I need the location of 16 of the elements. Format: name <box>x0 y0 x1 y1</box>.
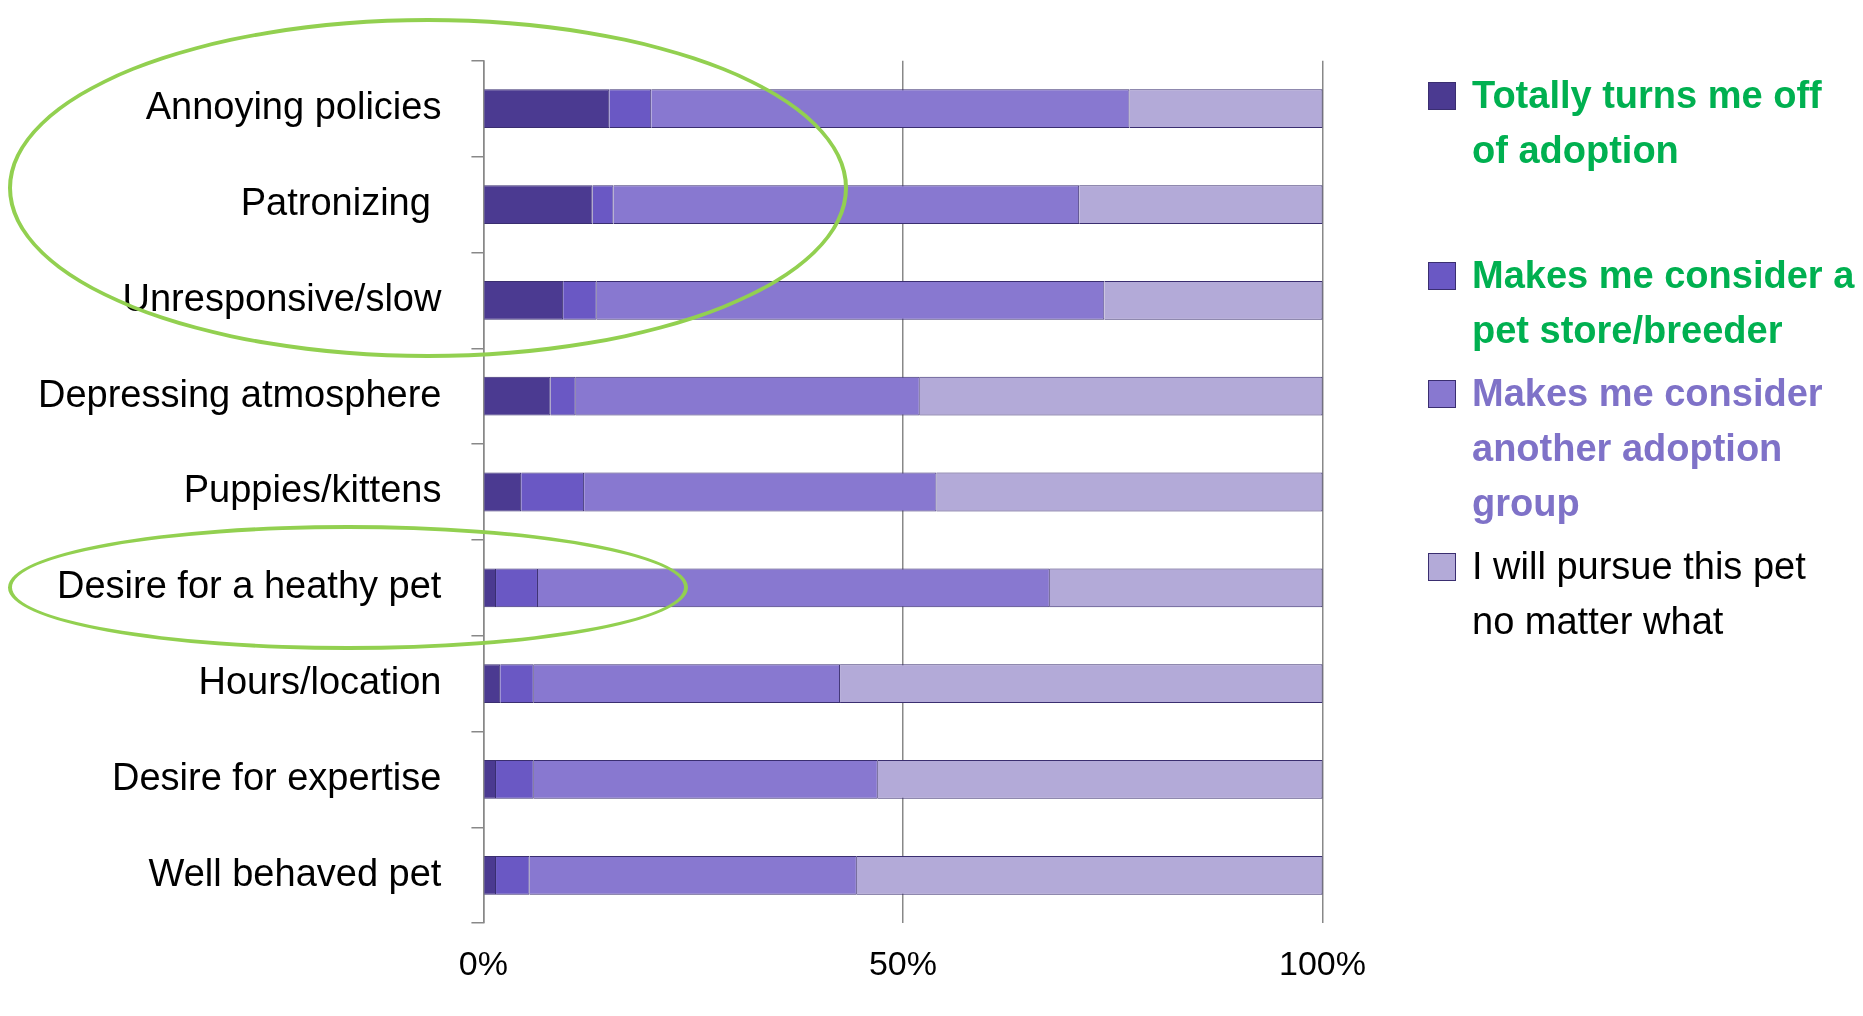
x-tick-label: 50% <box>868 943 938 982</box>
y-tick-label: Patronizing <box>240 181 442 224</box>
y-tick-label: Desire for a heathy pet <box>57 564 442 607</box>
legend-label: I will pursue this pet no matter what <box>1472 544 1807 644</box>
legend-label: Makes me consider another adoption group <box>1472 371 1824 526</box>
x-tick-label: 100% <box>1279 943 1366 982</box>
y-tick-label: Unresponsive/slow <box>122 276 442 319</box>
legend-label: Totally turns me off of adoption <box>1472 73 1823 173</box>
y-tick-label: Depressing atmosphere <box>38 372 442 415</box>
legend-label: Makes me consider a pet store/breeder <box>1472 253 1855 353</box>
y-tick-label: Desire for expertise <box>111 755 442 798</box>
y-tick-label: Hours/location <box>198 660 442 703</box>
y-tick-label: Well behaved pet <box>148 851 442 894</box>
x-tick-label: 0% <box>458 943 508 982</box>
y-tick-label: Annoying policies <box>145 85 442 128</box>
y-tick-label: Puppies/kittens <box>183 468 442 511</box>
